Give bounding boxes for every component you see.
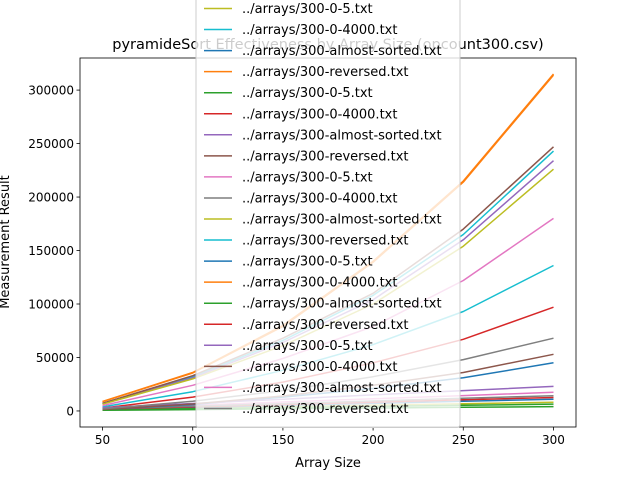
legend-label-2: ../arrays/300-almost-sorted.txt (242, 44, 442, 59)
y-tick-label-6: 300000 (28, 84, 74, 98)
legend-label-19: ../arrays/300-reversed.txt (242, 402, 409, 417)
y-tick-label-3: 150000 (28, 244, 74, 258)
legend-label-7: ../arrays/300-reversed.txt (242, 149, 409, 164)
x-tick-label-2: 150 (271, 433, 294, 447)
legend-label-6: ../arrays/300-almost-sorted.txt (242, 128, 442, 143)
y-tick-label-5: 250000 (28, 137, 74, 151)
y-tick-label-4: 200000 (28, 191, 74, 205)
legend-label-11: ../arrays/300-reversed.txt (242, 234, 409, 249)
legend: ../arrays/300-0-5.txt ../arrays/300-0-400… (195, 0, 461, 428)
legend-label-3: ../arrays/300-reversed.txt (242, 65, 409, 80)
legend-label-14: ../arrays/300-almost-sorted.txt (242, 297, 442, 312)
y-tick-label-1: 50000 (36, 351, 74, 365)
legend-label-12: ../arrays/300-0-5.txt (242, 255, 373, 270)
legend-label-13: ../arrays/300-0-4000.txt (242, 276, 397, 291)
legend-label-18: ../arrays/300-almost-sorted.txt (242, 381, 442, 396)
x-tick-label-5: 300 (542, 433, 565, 447)
legend-label-9: ../arrays/300-0-4000.txt (242, 191, 397, 206)
legend-label-1: ../arrays/300-0-4000.txt (242, 23, 397, 38)
y-axis: 0 50000 100000 150000 200000 250000 300000 (28, 84, 80, 418)
legend-label-4: ../arrays/300-0-5.txt (242, 86, 373, 101)
y-tick-label-0: 0 (66, 404, 74, 418)
x-axis-label: Array Size (295, 456, 361, 471)
legend-label-15: ../arrays/300-reversed.txt (242, 318, 409, 333)
y-axis-label: Measurement Result (0, 175, 13, 309)
legend-label-8: ../arrays/300-0-5.txt (242, 170, 373, 185)
y-tick-label-2: 100000 (28, 298, 74, 312)
legend-label-10: ../arrays/300-almost-sorted.txt (242, 213, 442, 228)
legend-box (195, 0, 461, 428)
legend-label-17: ../arrays/300-0-4000.txt (242, 360, 397, 375)
x-tick-label-1: 100 (181, 433, 204, 447)
legend-label-5: ../arrays/300-0-4000.txt (242, 107, 397, 122)
x-axis: 50 100 150 200 250 300 (95, 427, 565, 447)
x-tick-label-3: 200 (362, 433, 385, 447)
x-tick-label-0: 50 (95, 433, 110, 447)
legend-label-0: ../arrays/300-0-5.txt (242, 2, 373, 17)
legend-label-16: ../arrays/300-0-5.txt (242, 339, 373, 354)
x-tick-label-4: 250 (452, 433, 475, 447)
